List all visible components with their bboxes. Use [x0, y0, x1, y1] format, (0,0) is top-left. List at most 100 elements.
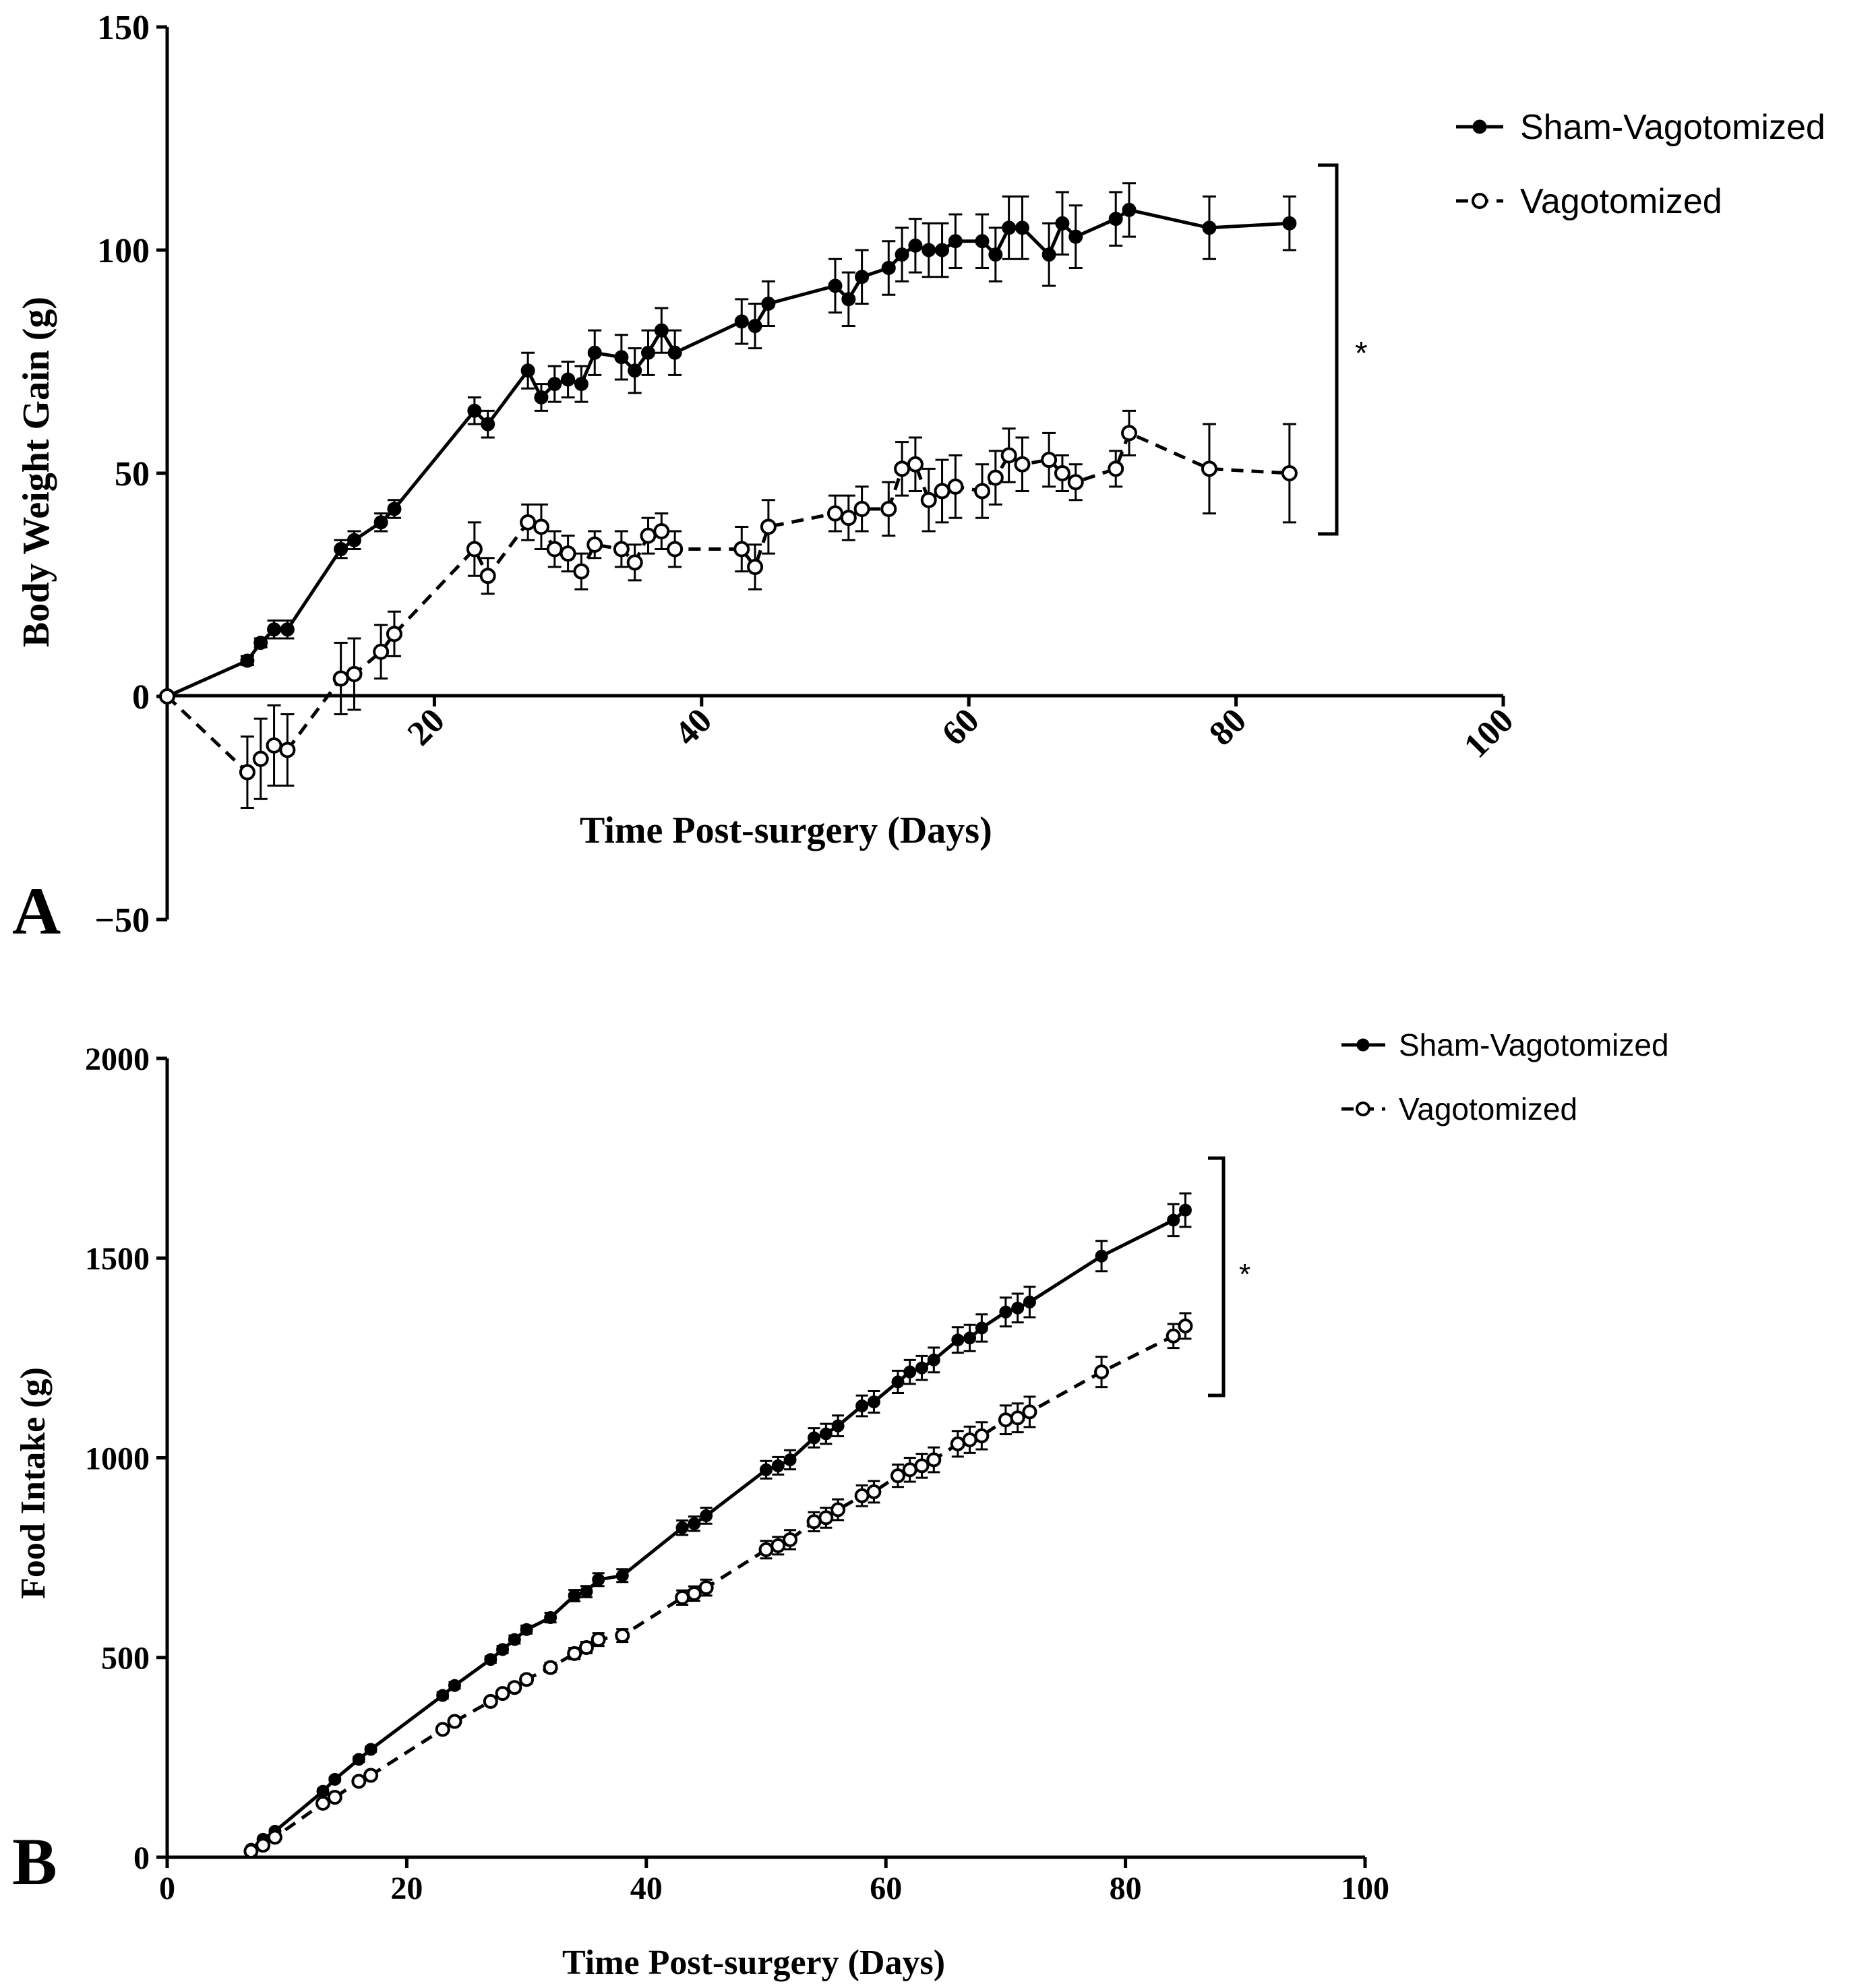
- panel-b-data-point-vago: [327, 1790, 342, 1805]
- panel-a-chart: −50 0 50 100 150 20 40 60 80 100 Time Post-surge…: [12, 9, 1825, 948]
- panel-a-data-point-sham: [561, 372, 576, 387]
- panel-a-data-point-sham: [988, 247, 1003, 262]
- panel-b-x-tick-label: 20: [390, 1871, 423, 1906]
- panel-a-data-point-sham: [587, 345, 602, 360]
- panel-a-data-point-sham: [1041, 247, 1056, 262]
- panel-a-data-point-sham: [387, 502, 402, 516]
- panel-a-x-tick-label: 60: [935, 701, 987, 753]
- panel-a-significance-star: *: [1355, 336, 1368, 371]
- panel-a-data-point-vago: [386, 626, 402, 642]
- panel-b-data-point-vago: [267, 1830, 282, 1845]
- panel-b-x-tick-label: 40: [630, 1871, 663, 1906]
- panel-b-y-tick-label: 2000: [85, 1042, 150, 1077]
- panel-a-data-point-vago: [667, 541, 684, 558]
- panel-b-x-tick-label: 0: [159, 1871, 175, 1906]
- panel-b-data-point-sham: [927, 1353, 940, 1366]
- panel-b-x-axis-title: Time Post-surgery (Days): [562, 1944, 945, 1982]
- panel-b-data-point-vago: [698, 1580, 714, 1596]
- panel-b-data-point-vago: [1166, 1328, 1181, 1344]
- panel-a-data-point-vago: [1054, 465, 1070, 481]
- panel-a-data-point-sham: [841, 292, 856, 307]
- panel-a-data-point-sham: [1002, 220, 1017, 235]
- panel-b-data-point-vago: [543, 1660, 558, 1675]
- panel-b-data-point-sham: [508, 1633, 521, 1646]
- panel-b-data-point-vago: [1022, 1404, 1037, 1420]
- panel-b-data-point-vago: [495, 1686, 510, 1701]
- panel-b-data-point-sham: [855, 1399, 869, 1412]
- panel-b-data-point-sham: [484, 1653, 497, 1666]
- panel-a-data-point-sham: [334, 542, 349, 557]
- panel-a-y-tick-label: 50: [115, 455, 150, 493]
- panel-b-data-point-vago: [914, 1458, 930, 1474]
- panel-a-data-point-vago: [947, 478, 964, 495]
- panel-a-legend-dot-vago: [1472, 193, 1488, 209]
- panel-a-data-point-vago: [1067, 474, 1084, 491]
- panel-a-data-point-vago: [586, 536, 603, 553]
- panel-b-y-axis-title: Food Intake (g): [14, 1367, 53, 1599]
- panel-b-data-point-sham: [963, 1331, 977, 1345]
- panel-b-data-point-vago: [806, 1514, 822, 1530]
- panel-a-data-point-sham: [534, 390, 549, 404]
- panel-b-x-tick-label: 80: [1110, 1871, 1142, 1906]
- panel-b-series-line-sham: [249, 1209, 1187, 1851]
- panel-a-x-tick-label: 80: [1202, 701, 1254, 753]
- panel-a-data-point-vago: [920, 491, 937, 508]
- panel-b-data-point-sham: [568, 1589, 581, 1602]
- panel-b-data-point-sham: [915, 1361, 929, 1375]
- panel-b-series-line-vago: [250, 1325, 1187, 1853]
- panel-a-data-point-sham: [1282, 216, 1297, 231]
- panel-b-data-point-sham: [364, 1743, 377, 1756]
- panel-a-x-axis-title: Time Post-surgery (Days): [580, 810, 992, 851]
- panel-b-data-point-vago: [1094, 1364, 1110, 1380]
- panel-a-data-point-sham: [547, 377, 562, 392]
- panel-b-legend-dot-sham: [1356, 1038, 1370, 1052]
- panel-a-y-tick-label: 0: [132, 678, 150, 717]
- panel-a-data-point-vago: [733, 541, 750, 558]
- panel-b-data-point-vago: [351, 1774, 367, 1789]
- panel-b-significance-bracket: [1208, 1156, 1226, 1397]
- panel-b-data-point-vago: [686, 1586, 702, 1601]
- panel-a-x-tick-label: 100: [1457, 701, 1521, 765]
- panel-a-data-point-sham: [481, 417, 495, 431]
- panel-b-data-point-sham: [700, 1509, 713, 1522]
- panel-b-legend: Sham-Vagotomized Vagotomized: [1341, 1027, 1669, 1126]
- panel-b-data-point-vago: [435, 1722, 450, 1737]
- panel-a-data-point-vago: [760, 518, 777, 535]
- panel-a-data-point-vago: [159, 688, 175, 704]
- panel-b-data-point-sham: [999, 1305, 1012, 1319]
- panel-a-data-point-vago: [613, 541, 630, 558]
- panel-a-data-point-vago: [1000, 447, 1017, 464]
- panel-a-data-point-sham: [520, 363, 535, 378]
- panel-b-x-tick-label: 100: [1341, 1871, 1389, 1906]
- panel-b-data-point-vago: [962, 1432, 977, 1447]
- panel-a-data-point-sham: [280, 622, 295, 637]
- panel-b-data-point-vago: [854, 1488, 870, 1503]
- panel-a-y-tick-label: −50: [94, 901, 150, 940]
- panel-b-data-point-sham: [615, 1569, 629, 1582]
- panel-b-data-point-sham: [1011, 1301, 1025, 1315]
- panel-a-data-point-sham: [881, 260, 896, 275]
- panel-b-data-point-vago: [902, 1462, 917, 1478]
- panel-b-label: B: [12, 1824, 57, 1899]
- panel-a-y-tick-label: 150: [97, 9, 150, 47]
- panel-a-data-point-vago: [840, 510, 857, 526]
- panel-b-significance-star: *: [1239, 1258, 1250, 1291]
- panel-a-data-point-sham: [667, 345, 682, 360]
- panel-a-data-point-sham: [748, 319, 762, 334]
- panel-b-data-point-vago: [447, 1714, 462, 1729]
- panel-b-data-point-sham: [867, 1395, 880, 1409]
- panel-a-data-point-vago: [1281, 465, 1298, 481]
- panel-a-data-point-vago: [1041, 452, 1058, 469]
- panel-a-data-point-sham: [1122, 202, 1137, 217]
- panel-a-data-point-vago: [1121, 425, 1138, 442]
- panel-b-data-point-vago: [866, 1484, 882, 1499]
- panel-a-legend-label-vago: Vagotomized: [1520, 182, 1722, 221]
- panel-a-data-point-vago: [653, 523, 670, 540]
- panel-b-data-point-vago: [591, 1632, 606, 1648]
- panel-a-data-point-vago: [1014, 456, 1031, 473]
- panel-b-data-point-vago: [818, 1510, 834, 1526]
- panel-b-y-tick-label: 1500: [85, 1241, 150, 1277]
- panel-a-data-point-sham: [975, 234, 990, 249]
- panel-a-x-tick-label: 40: [667, 701, 719, 753]
- panel-a-data-point-vago: [880, 500, 897, 517]
